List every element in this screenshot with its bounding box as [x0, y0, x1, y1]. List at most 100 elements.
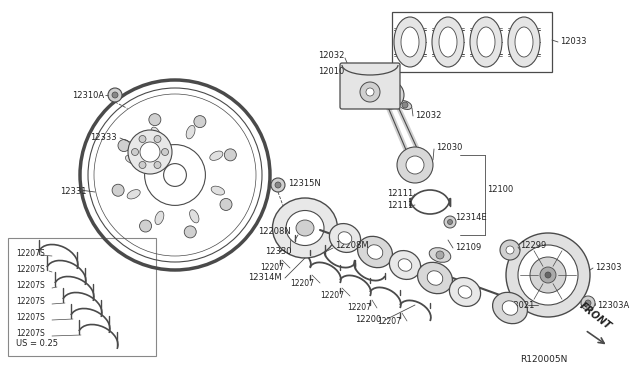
- Text: 12207: 12207: [377, 317, 401, 326]
- Bar: [8, 238, 156, 356]
- Ellipse shape: [515, 27, 533, 57]
- Circle shape: [112, 92, 118, 98]
- Text: FRONT: FRONT: [578, 301, 613, 331]
- Text: 12315N: 12315N: [288, 179, 321, 187]
- Ellipse shape: [401, 27, 419, 57]
- Text: 12030: 12030: [436, 144, 462, 153]
- Circle shape: [436, 251, 444, 259]
- Text: 12207S: 12207S: [16, 282, 45, 291]
- Circle shape: [585, 300, 591, 306]
- Ellipse shape: [477, 27, 495, 57]
- Text: 12200: 12200: [355, 315, 381, 324]
- Circle shape: [506, 246, 514, 254]
- Text: 12333: 12333: [90, 134, 116, 142]
- Text: R120005N: R120005N: [520, 356, 568, 365]
- Ellipse shape: [151, 127, 161, 140]
- Circle shape: [139, 135, 146, 142]
- Text: 12303: 12303: [595, 263, 621, 273]
- Ellipse shape: [449, 278, 481, 307]
- Ellipse shape: [389, 251, 420, 279]
- Ellipse shape: [429, 248, 451, 262]
- Ellipse shape: [470, 17, 502, 67]
- Text: 12207: 12207: [260, 263, 284, 273]
- Ellipse shape: [398, 100, 412, 109]
- Circle shape: [447, 219, 452, 224]
- Ellipse shape: [338, 232, 352, 244]
- Circle shape: [108, 88, 122, 102]
- Circle shape: [397, 147, 433, 183]
- Ellipse shape: [508, 17, 540, 67]
- Circle shape: [154, 161, 161, 169]
- Text: 12207: 12207: [320, 292, 344, 301]
- Text: 12208M: 12208M: [335, 241, 369, 250]
- Ellipse shape: [502, 301, 518, 315]
- Circle shape: [194, 116, 206, 128]
- Text: 12299: 12299: [520, 241, 547, 250]
- Circle shape: [225, 149, 236, 161]
- Ellipse shape: [211, 186, 225, 195]
- Circle shape: [139, 161, 146, 169]
- Text: 12310A: 12310A: [72, 90, 104, 99]
- Circle shape: [360, 82, 380, 102]
- Ellipse shape: [330, 224, 360, 253]
- Ellipse shape: [417, 262, 452, 294]
- Text: 12330: 12330: [265, 247, 291, 257]
- Text: 12100: 12100: [487, 186, 513, 195]
- Text: 12207: 12207: [347, 304, 371, 312]
- Ellipse shape: [273, 198, 337, 258]
- Text: 12207S: 12207S: [16, 298, 45, 307]
- Ellipse shape: [439, 27, 457, 57]
- Ellipse shape: [394, 17, 426, 67]
- Circle shape: [500, 240, 520, 260]
- Circle shape: [540, 267, 556, 283]
- Text: 12207S: 12207S: [16, 314, 45, 323]
- Ellipse shape: [432, 17, 464, 67]
- Circle shape: [118, 140, 130, 151]
- Circle shape: [140, 142, 160, 162]
- Text: 12109: 12109: [455, 244, 481, 253]
- Text: 12303A: 12303A: [597, 301, 629, 310]
- Text: 13021: 13021: [508, 301, 534, 310]
- Ellipse shape: [427, 271, 443, 285]
- Circle shape: [275, 182, 281, 188]
- Ellipse shape: [186, 125, 195, 139]
- Text: 12111: 12111: [387, 189, 413, 199]
- Circle shape: [154, 135, 161, 142]
- Ellipse shape: [125, 155, 139, 164]
- Circle shape: [271, 178, 285, 192]
- Circle shape: [128, 130, 172, 174]
- Circle shape: [444, 216, 456, 228]
- Ellipse shape: [127, 190, 140, 199]
- Text: 12207: 12207: [290, 279, 314, 288]
- Ellipse shape: [296, 220, 314, 236]
- Circle shape: [184, 226, 196, 238]
- Text: 12207S: 12207S: [16, 330, 45, 339]
- FancyBboxPatch shape: [340, 63, 400, 109]
- Circle shape: [376, 81, 404, 109]
- Text: 12314M: 12314M: [248, 273, 282, 282]
- Circle shape: [384, 89, 396, 101]
- Text: 12032: 12032: [415, 112, 442, 121]
- Text: 12032: 12032: [318, 51, 344, 60]
- Text: 12314E: 12314E: [455, 214, 486, 222]
- Text: 12331: 12331: [60, 187, 86, 196]
- Text: 12010: 12010: [318, 67, 344, 77]
- Text: US = 0.25: US = 0.25: [16, 339, 58, 347]
- Ellipse shape: [189, 210, 199, 223]
- Bar: [392, 12, 552, 72]
- Circle shape: [402, 102, 408, 108]
- Text: 12033: 12033: [560, 38, 586, 46]
- Circle shape: [518, 245, 578, 305]
- Circle shape: [545, 272, 551, 278]
- Ellipse shape: [493, 292, 527, 324]
- Circle shape: [506, 233, 590, 317]
- Ellipse shape: [286, 211, 324, 246]
- Ellipse shape: [367, 245, 383, 259]
- Circle shape: [161, 148, 168, 155]
- Text: 12207S: 12207S: [16, 250, 45, 259]
- Ellipse shape: [458, 286, 472, 298]
- Circle shape: [530, 257, 566, 293]
- Circle shape: [140, 220, 152, 232]
- Text: 12207S: 12207S: [16, 266, 45, 275]
- Ellipse shape: [210, 151, 223, 160]
